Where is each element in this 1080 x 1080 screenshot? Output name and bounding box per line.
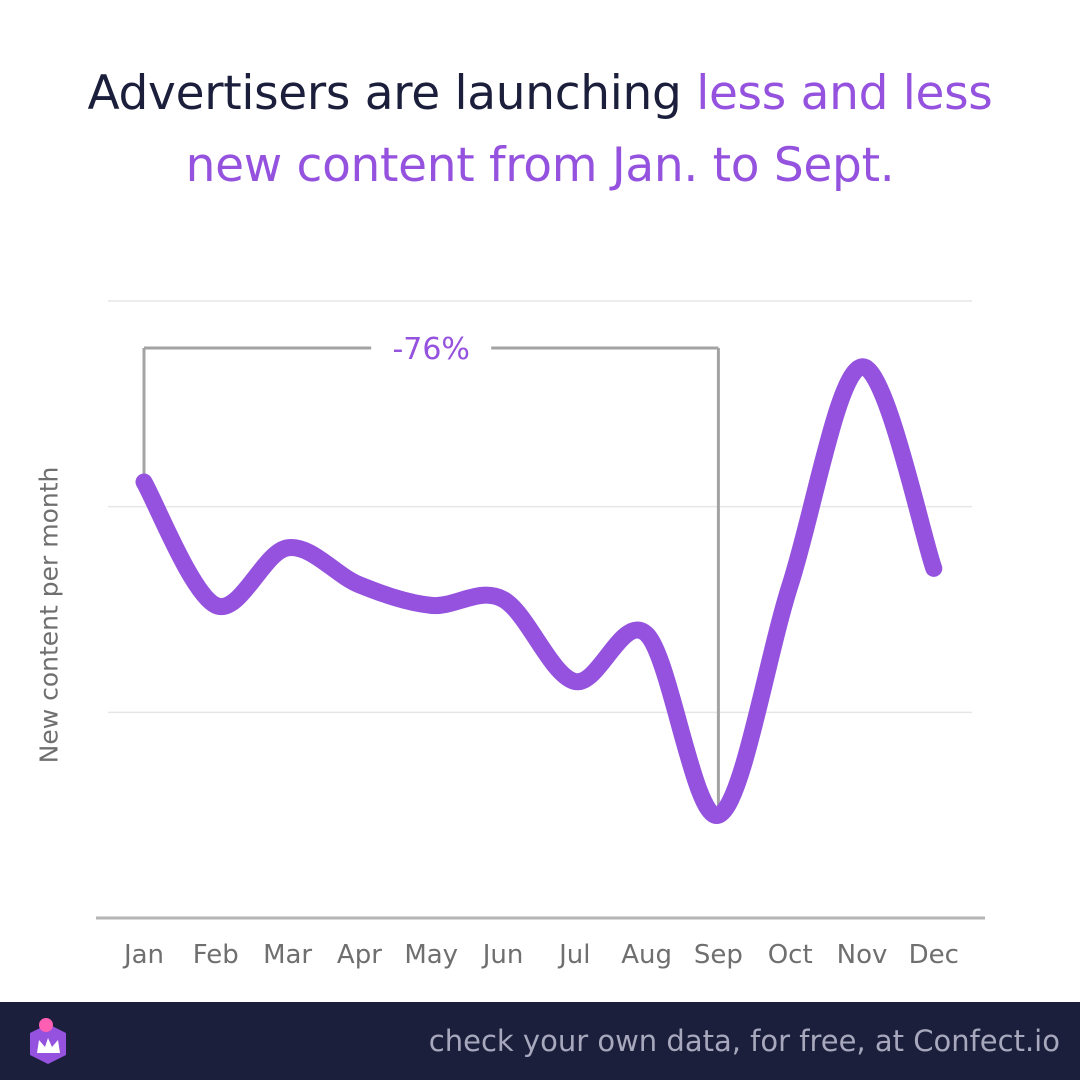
annotation-bracket: -76% (142, 332, 720, 816)
footer-text: check your own data, for free, at Confec… (428, 1024, 1060, 1058)
x-tick-label: Nov (837, 940, 888, 970)
x-tick-label: Jun (481, 940, 524, 970)
series-line (135, 358, 943, 824)
x-tick-label: Jan (122, 940, 164, 970)
line-chart: -76% Jan Feb Mar Apr May Jun Jul Aug Sep Oct Nov De… (96, 300, 985, 970)
confect-logo-icon (30, 1018, 66, 1064)
title-dark: Advertisers are launching (87, 66, 697, 121)
x-tick-label: May (404, 940, 458, 970)
x-tick-label: Oct (768, 940, 813, 970)
x-tick-label: Dec (909, 940, 959, 970)
chart-title: Advertisers are launching less and less … (0, 58, 1080, 202)
x-tick-label: Jul (557, 940, 590, 970)
x-tick-label: Feb (193, 940, 239, 970)
x-tick-labels: Jan Feb Mar Apr May Jun Jul Aug Sep Oct Nov Dec (122, 940, 959, 970)
x-tick-label: Aug (621, 940, 672, 970)
gridlines (108, 300, 972, 714)
x-tick-label: Mar (263, 940, 312, 970)
x-tick-label: Sep (694, 940, 743, 970)
x-tick-label: Apr (337, 940, 382, 970)
footer-bar: check your own data, for free, at Confec… (0, 1002, 1080, 1080)
title-accent-line1: less and less (696, 66, 993, 121)
title-accent-line2: new content from Jan. to Sept. (185, 138, 895, 193)
annotation-label: -76% (392, 332, 470, 367)
